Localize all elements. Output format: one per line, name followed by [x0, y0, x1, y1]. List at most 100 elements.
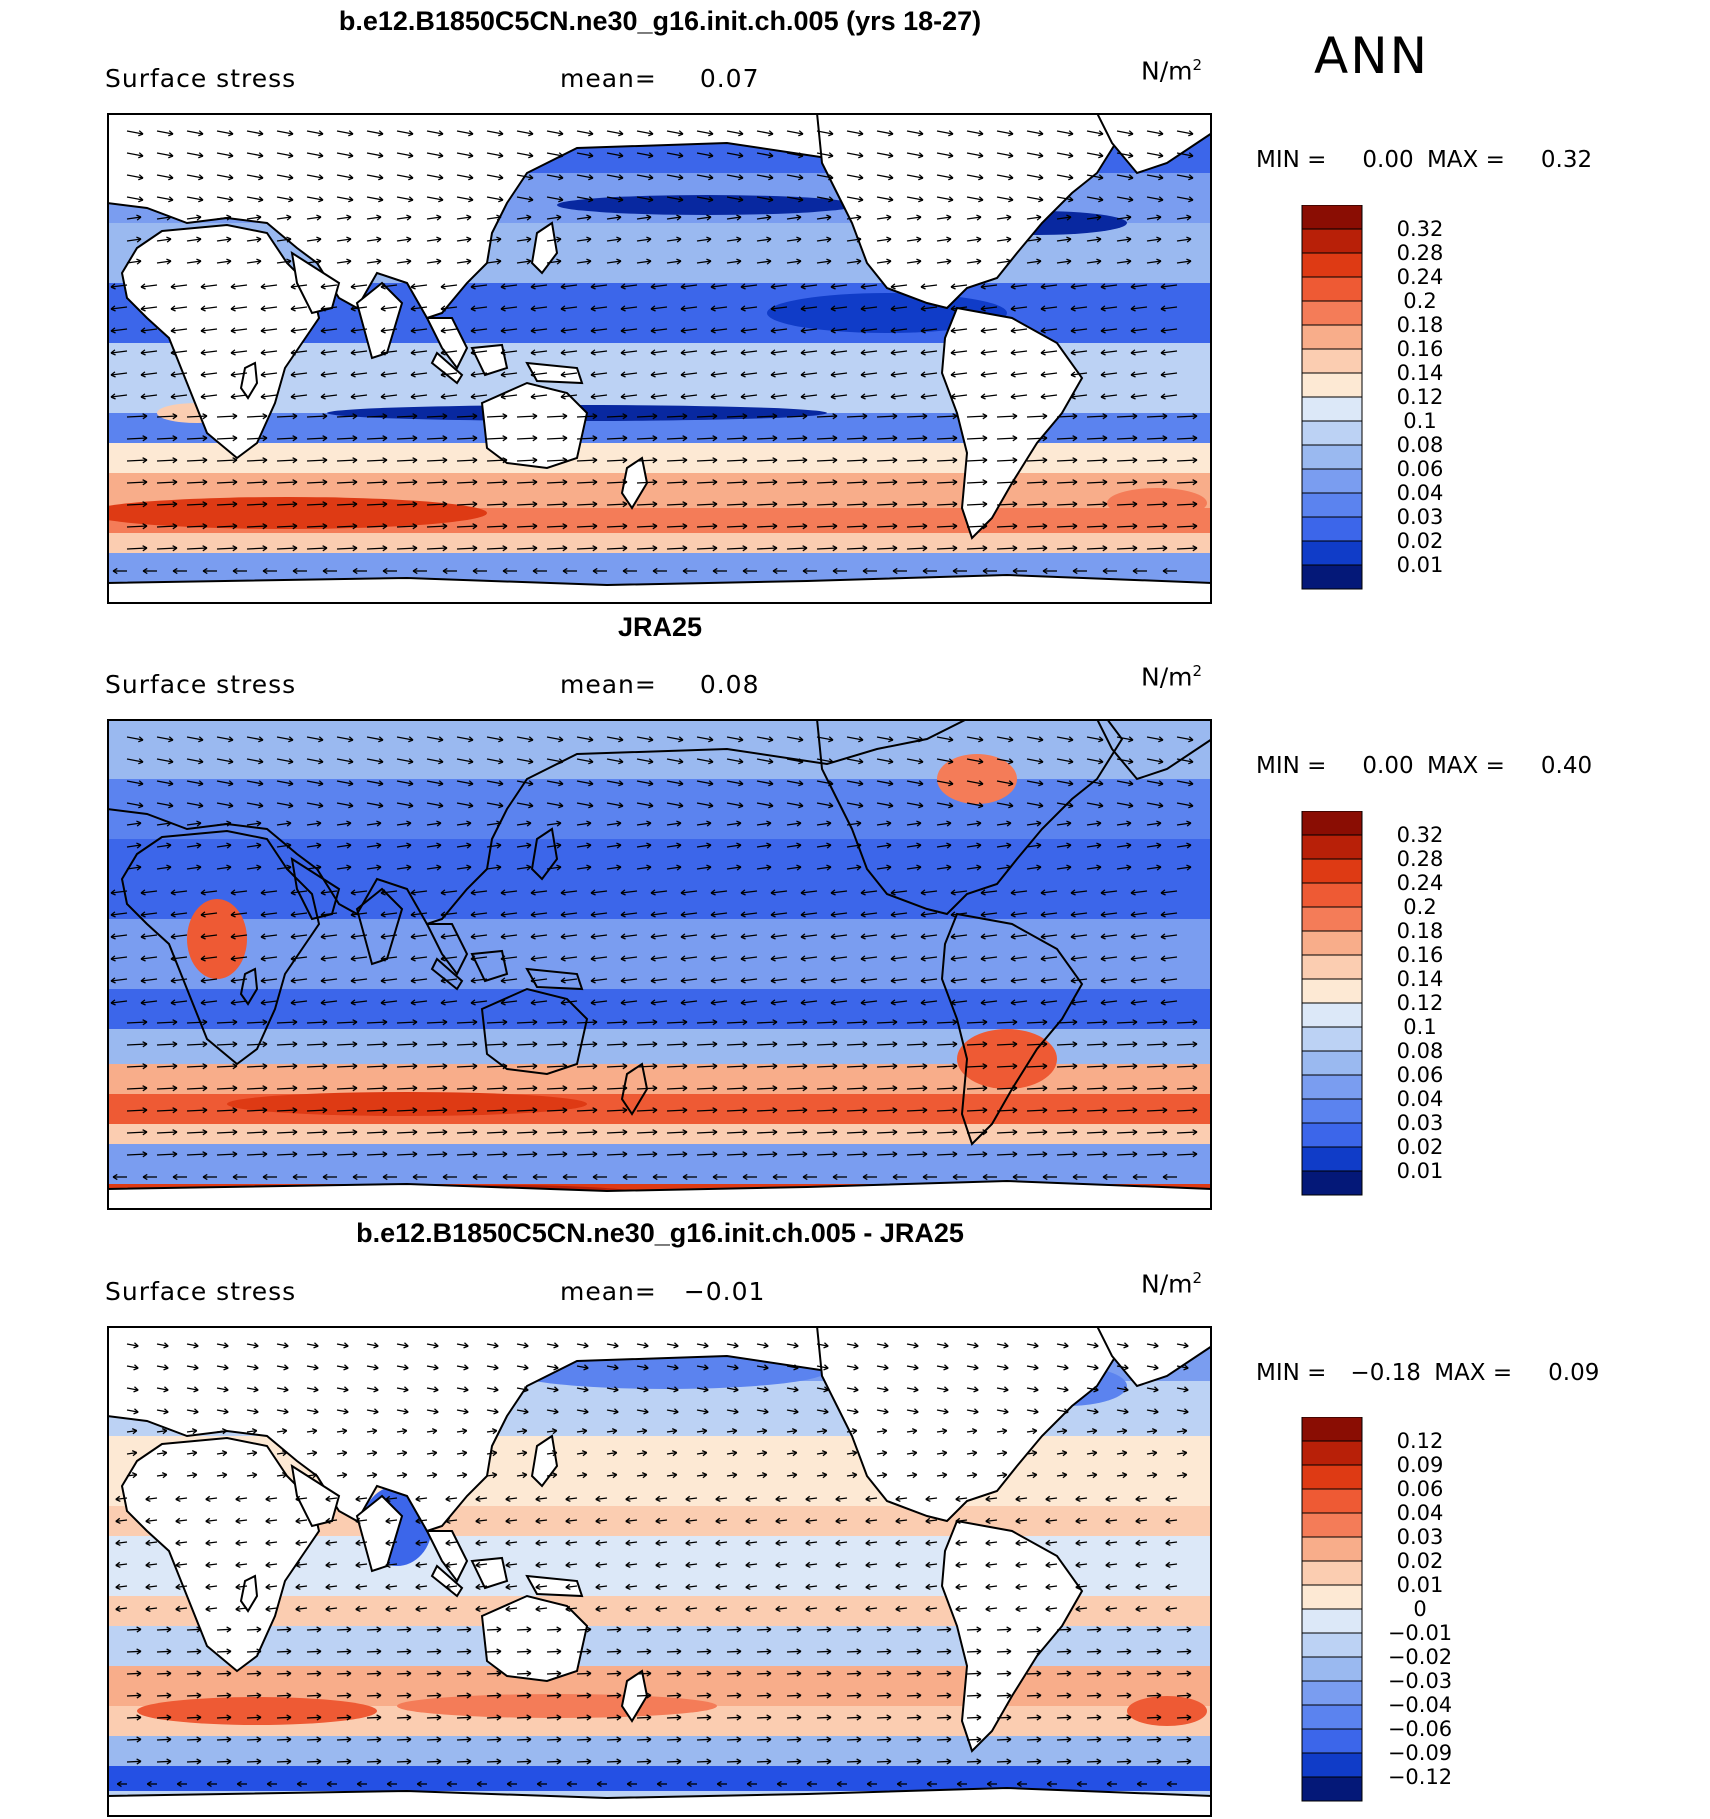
vector-head: [288, 174, 294, 181]
vector-arrow: [546, 1365, 559, 1369]
vector-head: [346, 1736, 352, 1743]
vector-arrow: [1116, 238, 1132, 242]
vector-head: [1135, 1561, 1141, 1569]
vector-head: [196, 1626, 202, 1633]
vector-arrow: [996, 415, 1018, 418]
vector-head: [412, 457, 418, 464]
vector-arrow: [996, 844, 1012, 848]
vector-head: [913, 1408, 919, 1415]
vector-head: [1042, 545, 1048, 552]
vector-arrow: [996, 1738, 1012, 1741]
vector-arrow: [246, 503, 268, 506]
vector-head: [890, 911, 896, 918]
vector-arrow: [396, 174, 414, 179]
vector-head: [472, 1107, 478, 1114]
vector-head: [136, 864, 142, 871]
vector-arrow: [876, 1628, 892, 1631]
vector-arrow: [636, 152, 654, 157]
vector-arrow: [1010, 956, 1028, 960]
vector-arrow: [710, 328, 728, 332]
vector-head: [1156, 1648, 1162, 1655]
vector-head: [412, 1173, 418, 1181]
vector-arrow: [1026, 1672, 1042, 1675]
colorbar-box: [1301, 1122, 1363, 1148]
vector-arrow: [306, 1409, 319, 1413]
vector-arrow: [756, 174, 774, 179]
vector-arrow: [140, 956, 158, 960]
vector-arrow: [290, 306, 308, 310]
vector-head: [1040, 911, 1046, 918]
vector-head: [742, 1085, 748, 1092]
panel-1-units: N/m2: [1141, 56, 1203, 86]
coast-nz: [620, 1062, 649, 1116]
vector-arrow: [936, 780, 954, 785]
vector-arrow: [1130, 284, 1148, 288]
vector-head: [560, 393, 566, 400]
vector-head: [611, 1450, 618, 1457]
vector-head: [955, 1561, 961, 1569]
vector-head: [170, 889, 176, 896]
vector-arrow: [876, 1694, 892, 1697]
vector-arrow: [906, 1387, 919, 1391]
vector-arrow: [936, 1409, 949, 1413]
vector-head: [228, 758, 234, 765]
vector-arrow: [216, 1131, 238, 1134]
vector-head: [982, 1107, 988, 1114]
vector-arrow: [966, 1672, 982, 1675]
vector-arrow: [1026, 1343, 1039, 1347]
vector-head: [560, 371, 566, 378]
vector-head: [920, 371, 926, 378]
vector-head: [502, 1129, 508, 1136]
vector-head: [380, 283, 386, 290]
vector-head: [232, 1151, 238, 1158]
vector-arrow: [800, 934, 818, 938]
vector-arrow: [216, 415, 238, 418]
vector-head: [236, 1780, 242, 1788]
vector-arrow: [306, 525, 328, 528]
vector-arrow: [366, 758, 384, 763]
vector-arrow: [816, 1131, 838, 1134]
vector-head: [468, 802, 474, 809]
vector-arrow: [186, 238, 202, 242]
vector-arrow: [355, 1497, 368, 1501]
panel-1-mean: mean= 0.07: [560, 64, 759, 93]
vector-head: [115, 1495, 121, 1503]
vector-head: [860, 999, 866, 1006]
vector-arrow: [246, 260, 262, 264]
panel-3-mean-value: −0.01: [683, 1277, 766, 1306]
vector-arrow: [666, 437, 688, 440]
vector-head: [145, 1605, 151, 1613]
vector-head: [1040, 393, 1046, 400]
vector-head: [888, 130, 894, 137]
vector-arrow: [846, 547, 868, 550]
vector-head: [583, 1408, 589, 1415]
vector-arrow: [530, 394, 548, 398]
vector-head: [470, 933, 476, 940]
vector-head: [556, 1626, 562, 1633]
vector-arrow: [456, 1065, 478, 1068]
vector-head: [706, 1626, 712, 1633]
vector-arrow: [966, 260, 982, 264]
vector-head: [911, 1428, 918, 1435]
vector-arrow: [576, 481, 598, 484]
vector-arrow: [530, 284, 548, 288]
vector-head: [823, 1408, 829, 1415]
vector-head: [470, 327, 476, 334]
coast-australia: [480, 1594, 589, 1683]
vector-arrow: [786, 1065, 808, 1068]
vector-arrow: [276, 260, 292, 264]
vector-head: [1066, 258, 1072, 265]
vector-head: [1135, 1517, 1141, 1525]
colorbar-box: [1301, 1026, 1363, 1052]
vector-arrow: [1100, 306, 1118, 310]
vector-head: [680, 283, 686, 290]
vector-head: [502, 457, 508, 464]
vector-arrow: [516, 1153, 538, 1156]
vector-arrow: [355, 1563, 368, 1567]
vector-arrow: [1146, 260, 1162, 264]
vector-arrow: [246, 866, 262, 870]
vector-arrow: [516, 481, 538, 484]
vector-arrow: [260, 912, 278, 916]
vector-arrow: [1116, 196, 1134, 201]
vector-head: [941, 1450, 948, 1457]
